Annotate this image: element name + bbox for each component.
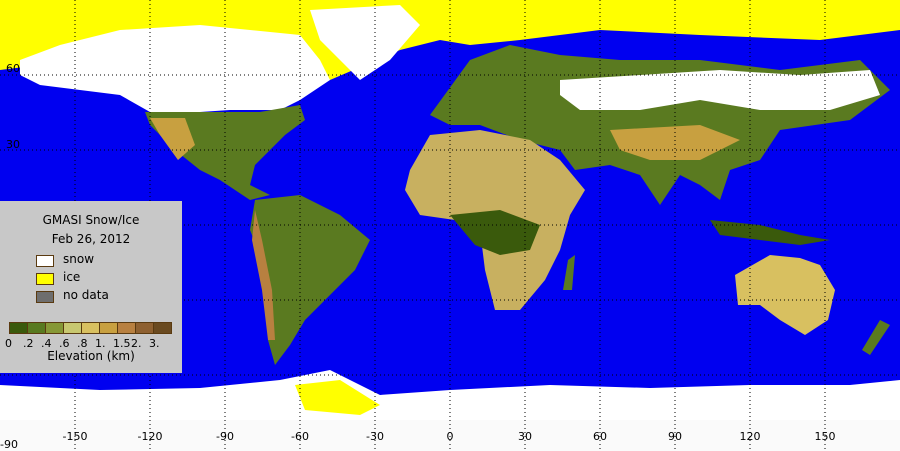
- central-africa: [450, 210, 540, 255]
- colorbar-tick: .6: [59, 337, 70, 350]
- label-no-data: no data: [63, 288, 109, 302]
- tibet-plateau: [610, 125, 740, 160]
- colorbar-label: Elevation (km): [47, 349, 135, 363]
- lon-label: -90: [216, 430, 234, 443]
- lon-label: 150: [814, 430, 836, 443]
- lon-label: -120: [137, 430, 163, 443]
- label-snow: snow: [63, 252, 95, 266]
- legend-title: GMASI Snow/Ice: [42, 213, 140, 227]
- colorbar-segment: [46, 323, 64, 333]
- swatch-no-data: [36, 291, 54, 303]
- indonesia: [710, 220, 830, 245]
- lon-label: -60: [291, 430, 309, 443]
- colorbar-ticks: 0 .2 .4 .6 .8 1. 1.5 2. 3.: [5, 337, 167, 350]
- colorbar-segment: [28, 323, 46, 333]
- swatch-snow: [36, 255, 54, 267]
- colorbar-segment: [82, 323, 100, 333]
- siberia-snow: [560, 70, 880, 110]
- colorbar-tick: 2.: [131, 337, 142, 350]
- legend: GMASI Snow/Ice Feb 26, 2012 snow ice no …: [0, 201, 182, 373]
- new-zealand: [862, 320, 890, 355]
- colorbar-tick: .2: [23, 337, 34, 350]
- north-america-snow: [20, 25, 330, 112]
- colorbar-segment: [154, 323, 171, 333]
- lon-label: -30: [366, 430, 384, 443]
- colorbar-tick: 3.: [149, 337, 160, 350]
- lat-label-60: 60: [6, 62, 20, 75]
- lon-label: -150: [62, 430, 88, 443]
- andes: [252, 210, 275, 340]
- lon-label: 0: [446, 430, 454, 443]
- colorbar-tick: .4: [41, 337, 52, 350]
- colorbar-tick: 0: [5, 337, 12, 350]
- lat-label-minus90: -90: [0, 438, 18, 451]
- label-ice: ice: [63, 270, 81, 284]
- colorbar-segment: [10, 323, 28, 333]
- lon-label: 90: [668, 430, 682, 443]
- antarctic-ice: [295, 380, 380, 415]
- legend-date: Feb 26, 2012: [51, 232, 131, 246]
- lat-label-30: 30: [6, 138, 20, 151]
- antarctica-snow: [0, 370, 900, 420]
- lon-label: 30: [518, 430, 532, 443]
- madagascar: [563, 255, 575, 290]
- colorbar-tick: 1.5: [113, 337, 131, 350]
- australia-land: [735, 255, 835, 335]
- colorbar-segment: [118, 323, 136, 333]
- south-america-land: [250, 195, 370, 365]
- elevation-colorbar: [9, 322, 172, 334]
- colorbar-tick: 1.: [95, 337, 106, 350]
- swatch-ice: [36, 273, 54, 285]
- colorbar-segment: [136, 323, 154, 333]
- colorbar-segment: [64, 323, 82, 333]
- colorbar-segment: [100, 323, 118, 333]
- greenland-snow: [310, 5, 420, 80]
- colorbar-tick: .8: [77, 337, 88, 350]
- lon-label: 120: [739, 430, 761, 443]
- us-west-highlands: [150, 118, 195, 160]
- lon-label: 60: [593, 430, 607, 443]
